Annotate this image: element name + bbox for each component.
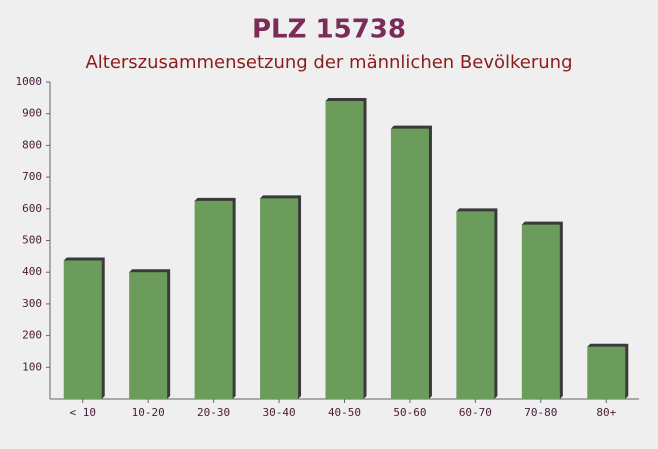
bar — [456, 211, 495, 399]
y-tick-label: 700 — [22, 170, 42, 183]
x-tick-label: 60-70 — [459, 406, 492, 419]
bar — [325, 101, 364, 400]
bar — [194, 200, 233, 399]
y-tick-label: 900 — [22, 107, 42, 120]
x-tick-label: 70-80 — [524, 406, 557, 419]
y-tick-label: 600 — [22, 202, 42, 215]
y-tick-label: 300 — [22, 297, 42, 310]
x-tick-label: 20-30 — [197, 406, 230, 419]
bar — [63, 260, 102, 399]
bar — [587, 346, 626, 399]
x-tick-label: 80+ — [596, 406, 616, 419]
y-tick-label: 100 — [22, 360, 42, 373]
bar — [129, 272, 168, 399]
y-tick-label: 1000 — [16, 75, 43, 88]
x-tick-label: 50-60 — [393, 406, 426, 419]
bar — [260, 198, 299, 399]
x-tick-label: < 10 — [69, 406, 96, 419]
y-tick-label: 500 — [22, 234, 42, 247]
chart-subtitle: Alterszusammensetzung der männlichen Bev… — [85, 52, 572, 73]
y-tick-label: 200 — [22, 329, 42, 342]
y-tick-label: 400 — [22, 265, 42, 278]
chart-title: PLZ 15738 — [252, 15, 406, 45]
x-tick-label: 40-50 — [328, 406, 361, 419]
x-tick-label: 10-20 — [132, 406, 165, 419]
y-tick-label: 800 — [22, 138, 42, 151]
bar — [390, 128, 429, 399]
bar — [521, 224, 560, 399]
x-tick-label: 30-40 — [262, 406, 295, 419]
